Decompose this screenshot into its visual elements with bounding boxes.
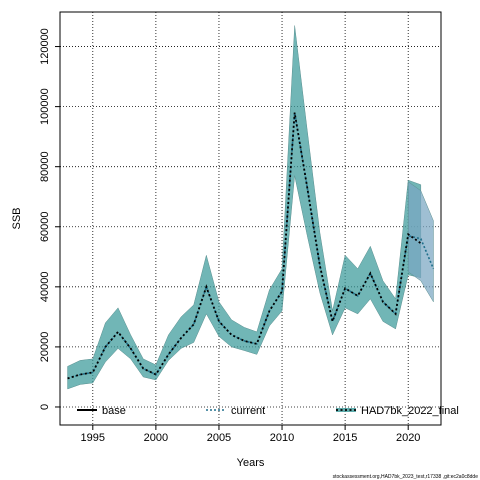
x-tick-label: 2005 (207, 432, 231, 444)
footer-credit: stockassessment.org,HAD7bk_2023_test,r17… (333, 474, 479, 480)
legend: base current HAD7bk_2022_final (77, 405, 459, 417)
x-axis: 1995 2000 2005 2010 2015 2020 (81, 425, 420, 444)
x-tick-label: 2015 (333, 432, 357, 444)
x-axis-title: Years (237, 457, 265, 469)
legend-label: base (102, 405, 126, 417)
legend-label: current (231, 405, 265, 417)
y-tick-label: 80000 (39, 151, 51, 182)
x-tick-label: 2010 (270, 432, 294, 444)
legend-label: HAD7bk_2022_final (361, 405, 459, 417)
x-tick-label: 2000 (144, 432, 168, 444)
x-tick-label: 1995 (81, 432, 105, 444)
y-tick-label: 40000 (39, 272, 51, 303)
y-axis-title: SSB (11, 207, 23, 229)
y-tick-label: 20000 (39, 332, 51, 363)
grid-lines (60, 12, 441, 425)
confidence-band (407, 181, 434, 303)
y-tick-label: 60000 (39, 211, 51, 242)
confidence-bands (67, 25, 434, 390)
y-tick-label: 120000 (39, 28, 51, 65)
x-tick-label: 2020 (396, 432, 420, 444)
series-line-current (67, 112, 435, 380)
y-tick-label: 100000 (39, 88, 51, 125)
plot-frame (59, 11, 442, 426)
y-axis: 0 20000 40000 60000 80000 100000 120000 (39, 28, 60, 410)
series-lines (67, 112, 435, 380)
y-tick-label: 0 (39, 404, 51, 410)
